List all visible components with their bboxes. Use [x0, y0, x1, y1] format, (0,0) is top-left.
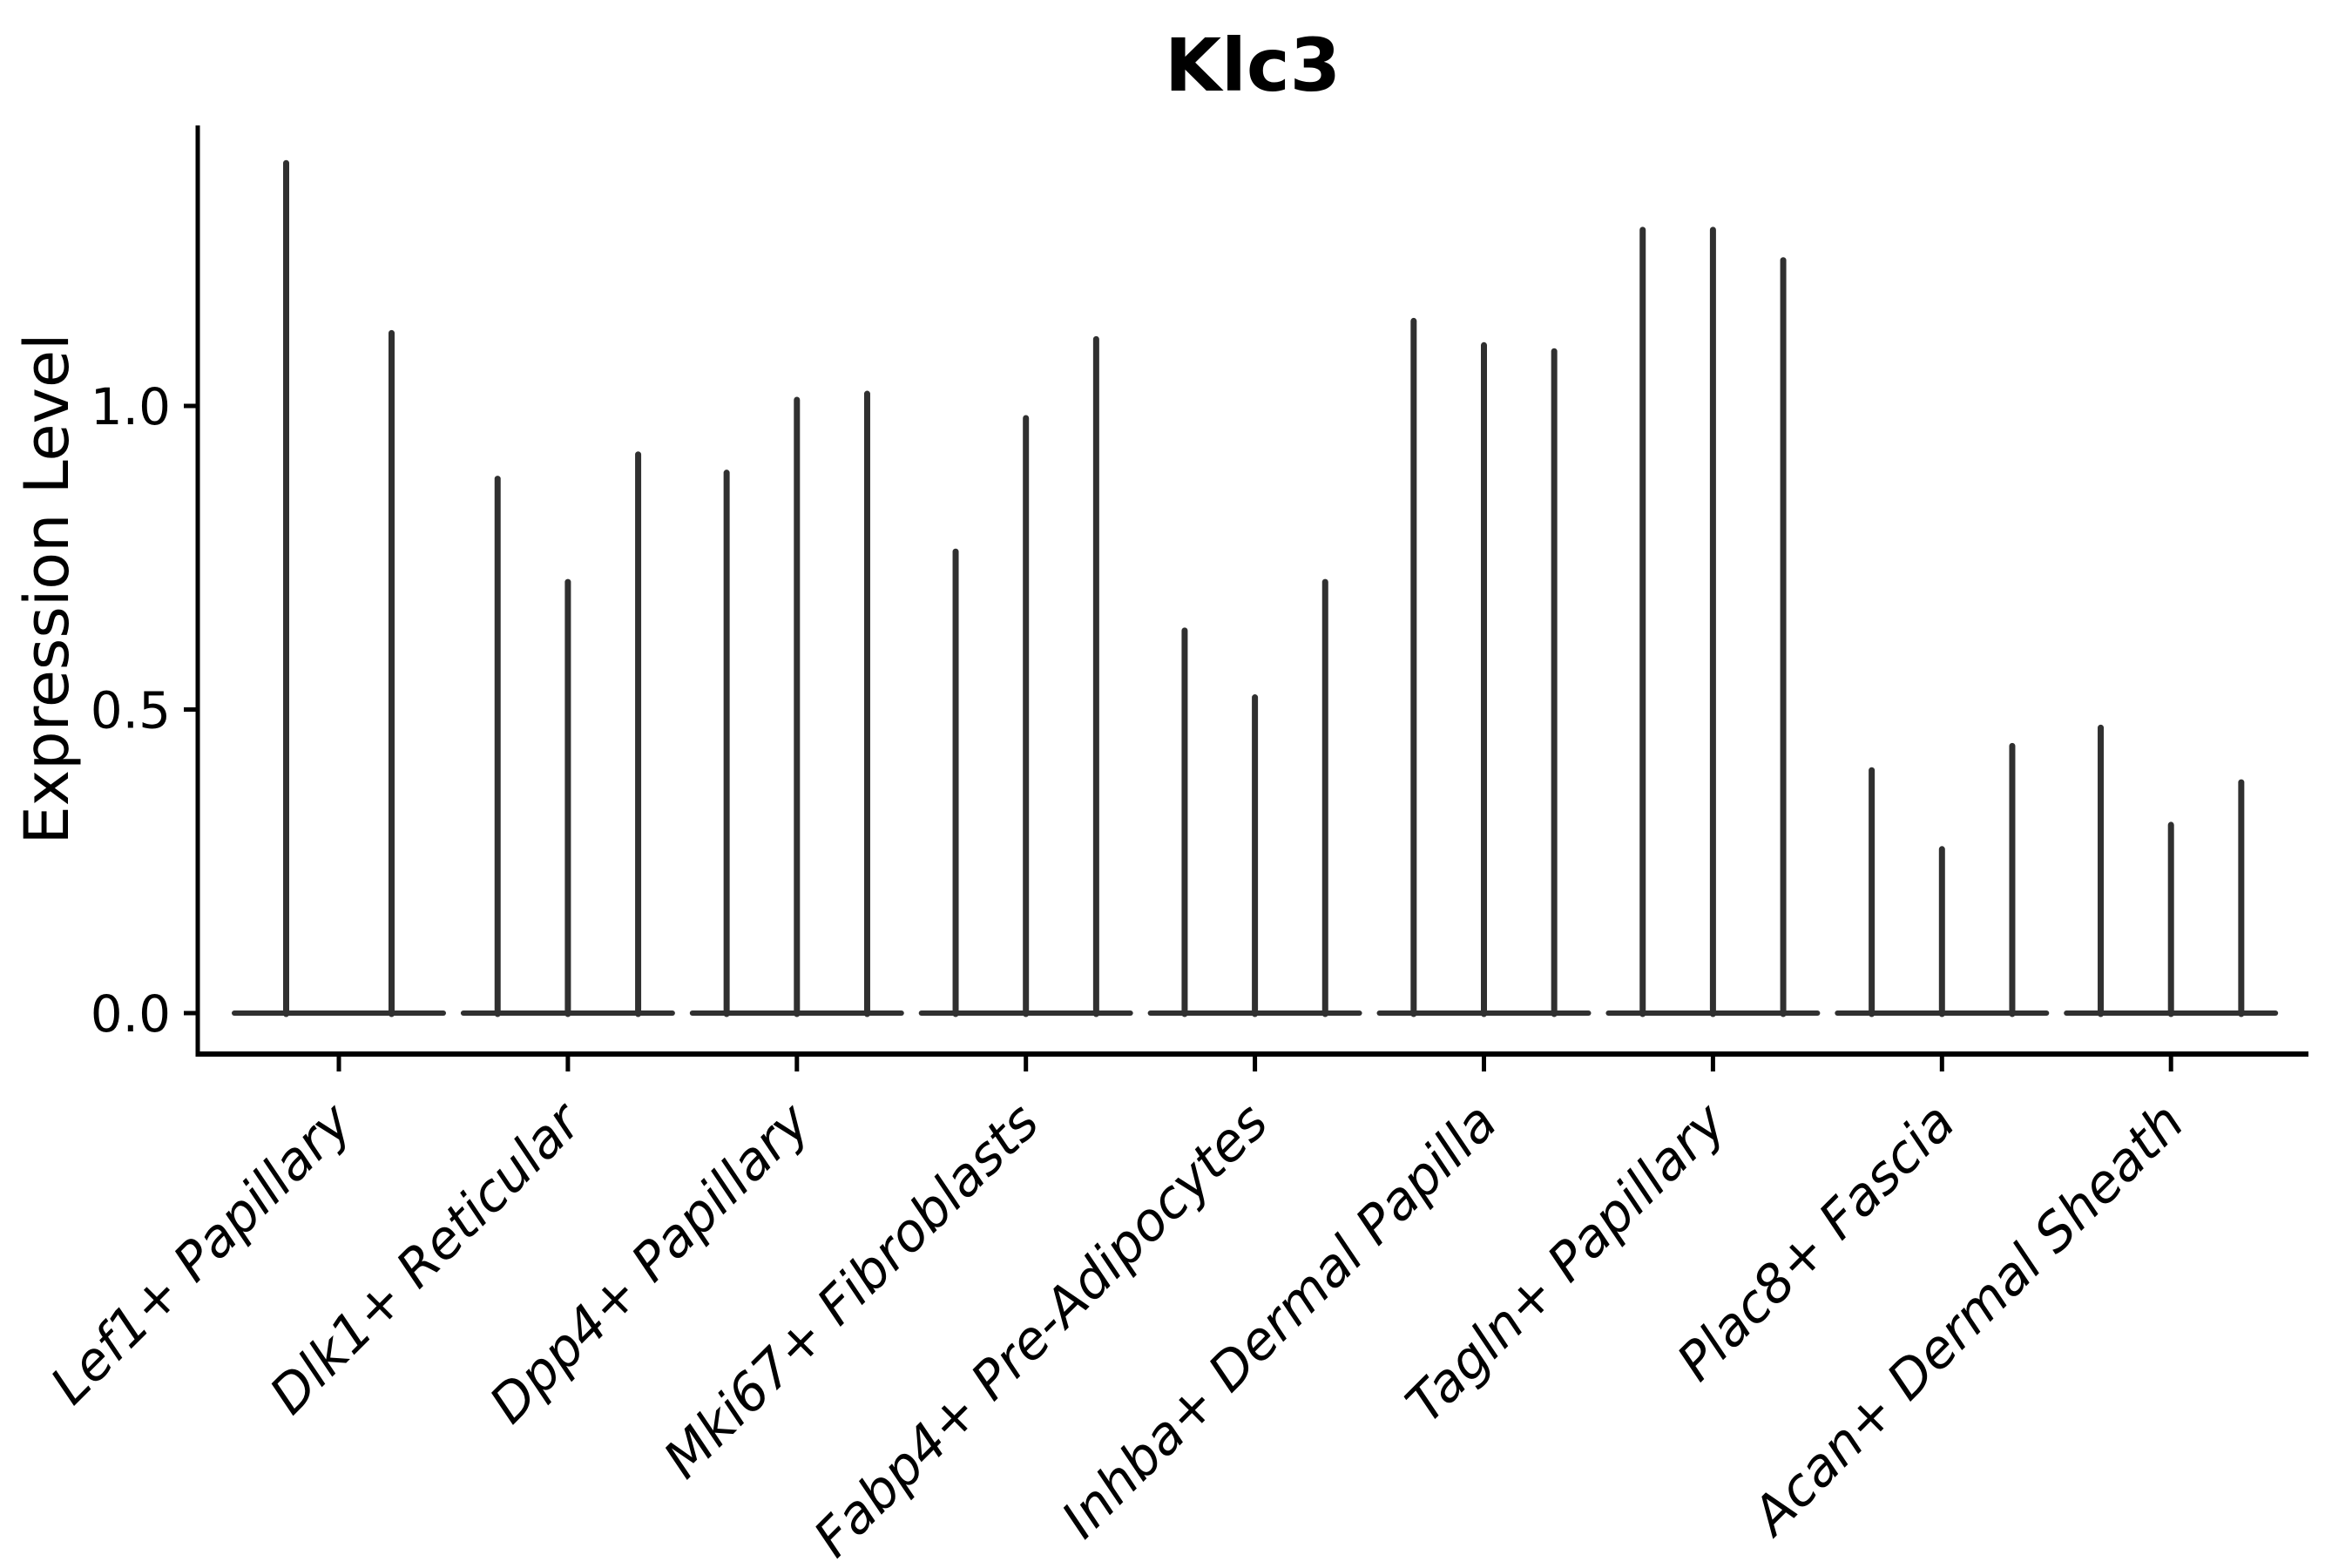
y-tick-label: 1.0 [91, 377, 171, 436]
violin-marks [232, 159, 2279, 1017]
axes [184, 125, 2308, 1071]
y-axis-label: Expression Level [11, 333, 83, 844]
plot-title: Klc3 [1165, 23, 1341, 108]
x-tick-label: Inhba+ Dermal Papilla [1051, 1092, 1509, 1550]
x-tick-label: Acan+ Dermal Sheath [1739, 1092, 2196, 1549]
y-tick-label: 0.5 [91, 680, 171, 740]
x-tick-label: Fabp4+ Pre-Adipocytes [802, 1092, 1280, 1568]
x-tick-label: Mki67+ Fibroblasts [652, 1092, 1051, 1490]
y-tick-label: 0.0 [91, 984, 171, 1044]
